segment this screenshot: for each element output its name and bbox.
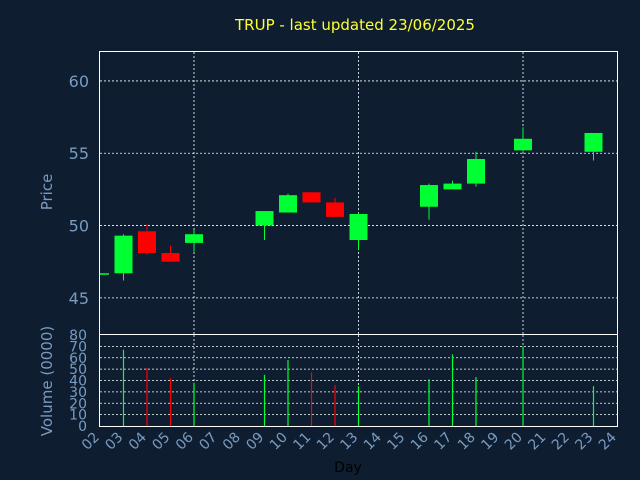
price-tick-label: 60 xyxy=(69,72,89,91)
price-grid xyxy=(100,52,617,334)
x-tick-label: 21 xyxy=(525,430,549,454)
candle xyxy=(302,192,321,203)
x-tick-label: 03 xyxy=(102,430,126,454)
x-tick-label: 08 xyxy=(220,430,244,454)
candle xyxy=(467,151,485,187)
price-panel: 45 50 55 60 Price xyxy=(38,51,618,335)
x-tick-label: 11 xyxy=(290,430,314,454)
candle-body xyxy=(255,211,274,226)
candle xyxy=(255,211,274,240)
candle xyxy=(349,212,368,251)
candle-body xyxy=(514,138,532,151)
x-axis-label: Day xyxy=(334,460,362,476)
candle xyxy=(161,245,180,262)
volume-bars xyxy=(122,346,595,426)
x-tick-label: 06 xyxy=(173,429,197,453)
candle xyxy=(99,273,109,275)
x-tick-label: 15 xyxy=(384,430,408,454)
x-tick-label: 14 xyxy=(361,429,385,453)
candle-body xyxy=(349,213,368,240)
volume-tick-label: 80 xyxy=(69,328,87,344)
price-tick-label: 45 xyxy=(69,289,89,308)
volume-axis-label: Volume (0000) xyxy=(38,326,56,436)
candle xyxy=(279,193,297,213)
volume-tick-label: 30 xyxy=(69,385,87,401)
candle-body xyxy=(467,159,485,184)
candle xyxy=(420,183,438,220)
candle-body xyxy=(114,235,133,274)
price-axis-label: Price xyxy=(38,174,56,211)
candle xyxy=(326,198,344,217)
price-tick-label: 55 xyxy=(69,144,89,163)
candle-body xyxy=(584,132,603,152)
volume-tick-label: 20 xyxy=(69,396,87,412)
x-tick-label: 17 xyxy=(431,430,455,454)
candle-body xyxy=(302,192,321,203)
volume-tick-label: 0 xyxy=(78,419,87,435)
volume-panel-frame xyxy=(99,334,618,427)
x-tick-label: 12 xyxy=(314,430,338,454)
candle-body xyxy=(100,273,109,275)
x-tick-label: 23 xyxy=(572,430,596,454)
candle xyxy=(514,127,532,152)
candle-body xyxy=(420,185,438,207)
candle-body xyxy=(161,253,180,262)
candle-body xyxy=(443,183,462,190)
volume-tick-label: 60 xyxy=(69,351,87,367)
x-tick-label: 09 xyxy=(243,430,267,454)
candle-body xyxy=(326,202,344,217)
price-tick-label: 50 xyxy=(69,217,89,236)
candle xyxy=(138,224,156,255)
x-axis-ticks: 02 03 04 05 06 07 08 09 10 11 12 13 14 15 16 17 18 19 20 21… xyxy=(79,429,620,453)
candle xyxy=(443,180,462,190)
volume-tick-label: 70 xyxy=(69,339,87,355)
volume-tick-label: 40 xyxy=(69,374,87,390)
candle xyxy=(185,229,203,252)
x-tick-label: 19 xyxy=(478,430,502,454)
candle-body xyxy=(185,234,203,243)
x-tick-label: 20 xyxy=(502,430,526,454)
x-tick-label: 22 xyxy=(549,430,573,454)
chart-title: TRUP - last updated 23/06/2025 xyxy=(234,16,475,34)
x-tick-label: 07 xyxy=(196,430,220,454)
x-tick-label: 05 xyxy=(149,430,173,454)
x-tick-label: 04 xyxy=(126,429,150,453)
price-y-ticks: 45 50 55 60 xyxy=(69,72,89,308)
candle xyxy=(584,132,603,161)
x-tick-label: 10 xyxy=(267,430,291,454)
candle xyxy=(114,234,133,281)
volume-tick-label: 10 xyxy=(69,408,87,424)
x-tick-label: 16 xyxy=(408,429,432,453)
x-tick-label: 18 xyxy=(455,430,479,454)
x-tick-label: 24 xyxy=(596,429,620,453)
volume-tick-label: 50 xyxy=(69,362,87,378)
candle-body xyxy=(279,195,297,213)
candles xyxy=(99,127,603,281)
candle-body xyxy=(138,231,156,254)
x-tick-label: 13 xyxy=(337,430,361,454)
